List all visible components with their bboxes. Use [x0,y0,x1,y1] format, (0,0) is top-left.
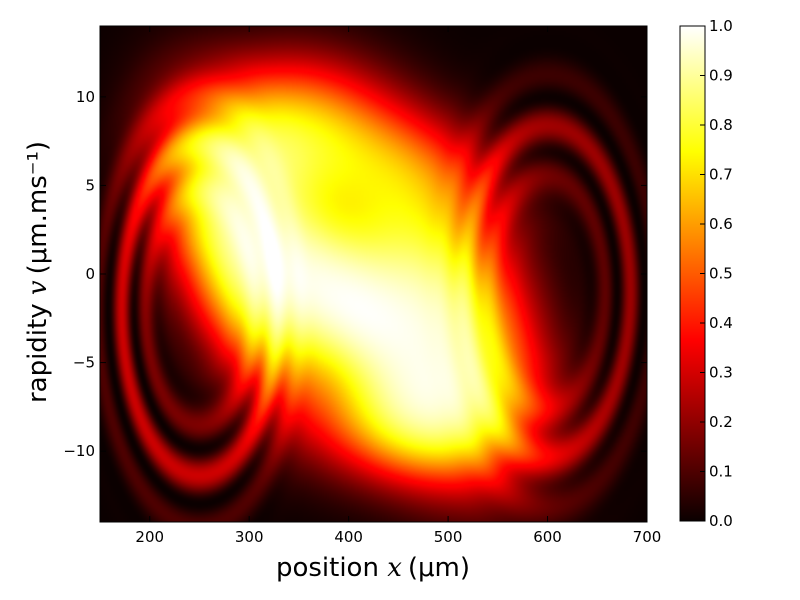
x-tick-label: 700 [633,528,662,546]
y-tick-label: 0 [85,265,95,283]
colorbar: 0.0 0.1 0.2 0.3 0.4 0.5 0.6 0.7 0.8 0.9 1.0 [679,17,733,530]
y-axis-ticks: 10 5 0 −5 −10 [63,88,647,460]
x-tick-label: 300 [235,528,264,546]
colorbar-tick-label: 0.9 [709,67,733,85]
y-tick-label: 10 [76,88,95,106]
y-axis-label-text: rapidity [23,295,53,403]
x-tick-label: 600 [533,528,562,546]
x-axis-label-unit: (μm) [408,553,470,583]
heatmap-image [100,26,647,522]
y-tick-label: −5 [73,354,95,372]
colorbar-tick-label: 0.1 [709,463,733,481]
colorbar-tick-label: 0.7 [709,166,733,184]
colorbar-tick-label: 0.6 [709,215,733,233]
x-tick-label: 500 [434,528,463,546]
plot-area: 200 300 400 500 600 700 10 5 0 −5 −10 [63,25,661,546]
y-axis-label-unit: (μm.ms⁻¹) [23,141,53,274]
colorbar-tick-label: 1.0 [709,17,733,35]
colorbar-tick-label: 0.5 [709,265,733,283]
x-tick-label: 400 [334,528,363,546]
y-tick-label: −10 [63,442,95,460]
x-tick-label: 200 [135,528,164,546]
x-axis-label: position x (μm) [276,553,470,583]
colorbar-tick-label: 0.8 [709,116,733,134]
colorbar-tick-label: 0.0 [709,512,733,530]
y-axis-label: rapidity v (μm.ms⁻¹) [23,141,53,403]
y-tick-label: 5 [85,176,95,194]
x-axis-ticks: 200 300 400 500 600 700 [135,26,661,546]
x-axis-label-text: position [276,553,387,583]
x-axis-label-var: x [387,553,402,583]
colorbar-tick-label: 0.4 [709,314,733,332]
y-axis-label-var: v [23,280,53,295]
colorbar-tick-label: 0.2 [709,413,733,431]
colorbar-ticks: 0.0 0.1 0.2 0.3 0.4 0.5 0.6 0.7 0.8 0.9 1.0 [700,17,733,530]
colorbar-tick-label: 0.3 [709,364,733,382]
